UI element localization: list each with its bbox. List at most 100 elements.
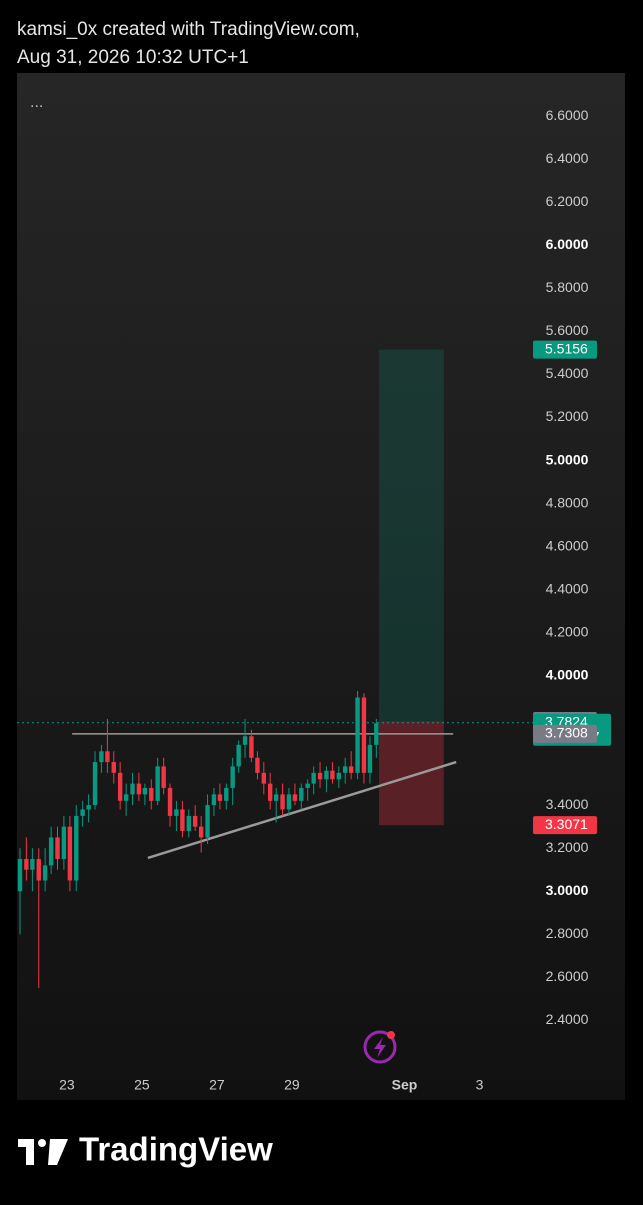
candle-body [99, 751, 104, 763]
candle-body [267, 783, 273, 801]
candle-body [92, 762, 98, 806]
candle-body [367, 744, 373, 773]
y-tick-label: 5.8000 [546, 279, 589, 295]
candle-body [198, 826, 204, 838]
candle-body [211, 794, 217, 806]
y-tick-label: 4.2000 [546, 624, 589, 640]
y-tick-label: 6.2000 [546, 193, 589, 209]
price-tag [533, 816, 597, 835]
candle-body [61, 826, 67, 859]
candle-body [261, 772, 267, 784]
lightning-icon[interactable] [363, 1030, 397, 1064]
x-tick-label: 23 [59, 1077, 75, 1093]
logo [18, 1139, 68, 1165]
candle-body [74, 815, 79, 881]
y-tick-label: 2.6000 [546, 968, 589, 984]
y-tick-label: 2.8000 [546, 925, 589, 941]
header-line: kamsi_0x created with TradingView.com, [17, 19, 360, 40]
candle-body [236, 744, 241, 767]
candle-body [324, 770, 329, 780]
candle-body [273, 794, 279, 801]
candle-body [280, 794, 285, 810]
candle-body [48, 837, 54, 866]
candle-body [105, 751, 110, 763]
candle-body [217, 794, 223, 801]
y-tick-label: 5.6000 [546, 322, 589, 338]
candle-body [123, 794, 129, 801]
candle-body [299, 787, 304, 801]
candle-body [149, 787, 154, 801]
candle-body [348, 766, 354, 773]
x-tick-label: 3 [476, 1077, 484, 1093]
candle-body [55, 837, 60, 859]
candle-body [80, 809, 85, 816]
candle-body [374, 723, 379, 745]
candle-body [286, 794, 292, 810]
chart-panel [17, 73, 625, 1100]
candle-body [242, 736, 248, 745]
y-tick-label: 6.6000 [546, 107, 589, 123]
brand: TradingView [79, 1131, 273, 1168]
candle-body [130, 783, 135, 795]
candle-body [355, 697, 360, 773]
y-tick-label: 6.4000 [546, 150, 589, 166]
candle-body [361, 697, 367, 773]
candle-body [186, 815, 191, 831]
candle-body [174, 809, 179, 816]
candle-body [161, 766, 166, 788]
y-tick-label: 4.0000 [546, 667, 589, 683]
y-tick-label: 5.4000 [546, 365, 589, 381]
y-tick-label: 2.4000 [546, 1011, 589, 1027]
candle-body [249, 736, 254, 758]
candle-body [30, 858, 35, 870]
candle-body [224, 787, 229, 801]
candle-body [205, 805, 210, 838]
y-tick-label: 3.0000 [546, 882, 589, 898]
price-tag [533, 724, 597, 743]
x-tick-label: Sep [392, 1077, 418, 1093]
y-tick-label: 4.8000 [546, 494, 589, 510]
candle-body [17, 858, 23, 892]
candle-body [255, 757, 260, 773]
candle-body [336, 772, 342, 780]
y-tick-label: 4.6000 [546, 537, 589, 553]
candle-body [117, 772, 123, 801]
y-tick-label: 6.0000 [546, 236, 589, 252]
header-line: Aug 31, 2026 10:32 UTC+1 [17, 47, 249, 68]
candle-body [305, 783, 310, 788]
y-tick-label: 4.4000 [546, 581, 589, 597]
candle-body [111, 762, 116, 773]
candle-body [317, 772, 323, 780]
candle-body [180, 809, 185, 831]
candle-body [192, 815, 198, 827]
candle-body [136, 783, 142, 795]
candle-body [155, 766, 160, 801]
y-tick-label: 3.2000 [546, 839, 589, 855]
x-tick-label: 29 [284, 1077, 300, 1093]
candle-body [167, 787, 173, 816]
price-tag-label: 3.3071 [545, 816, 588, 832]
candle-body [42, 865, 48, 881]
candle-body [67, 826, 73, 881]
menu[interactable]: ... [30, 94, 43, 111]
x-tick-label: 25 [134, 1077, 150, 1093]
x-tick-label: 27 [209, 1077, 225, 1093]
price-tag [533, 340, 597, 359]
price-tag-label: 5.5156 [545, 340, 588, 356]
candle-body [36, 858, 41, 881]
trendline [147, 760, 457, 860]
y-tick-label: 3.4000 [546, 796, 589, 812]
y-tick-label: 5.2000 [546, 408, 589, 424]
y-tick-label: 5.0000 [546, 451, 589, 467]
candle-body [311, 772, 316, 784]
position-profit [378, 349, 444, 722]
candle-body [86, 805, 91, 810]
candle-body [292, 794, 298, 801]
candle-body [230, 766, 235, 788]
candle-body [342, 766, 348, 773]
candle-body [142, 787, 148, 795]
price-tag-label: 3.7308 [545, 725, 588, 741]
candle-body [330, 770, 335, 780]
